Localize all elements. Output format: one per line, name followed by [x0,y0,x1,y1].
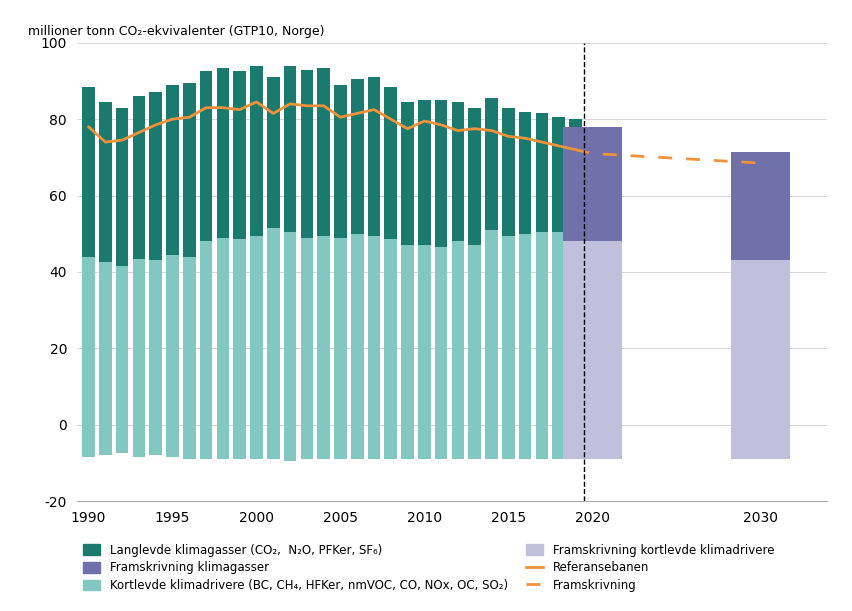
Bar [267,228,279,459]
Bar [250,236,262,459]
Bar [233,240,245,459]
Bar [350,79,363,233]
Bar [730,260,789,459]
Bar [367,77,380,236]
Bar [518,233,531,459]
Bar [99,102,112,262]
Bar [334,238,346,459]
Bar [116,108,129,266]
Bar [199,71,212,241]
Bar [183,83,195,257]
Bar [730,152,789,260]
Bar [384,240,397,459]
Bar [568,233,581,459]
Bar [82,87,95,257]
Bar [417,245,430,459]
Bar [132,258,145,457]
Bar [535,232,548,459]
Bar [284,232,296,461]
Bar [334,85,346,238]
Bar [284,65,296,232]
Bar [149,92,162,260]
Bar [199,241,212,459]
Bar [149,260,162,455]
Bar [502,236,514,459]
Bar [518,111,531,233]
Bar [99,262,112,455]
Bar [300,70,313,238]
Bar [384,87,397,240]
Bar [350,233,363,459]
Bar [435,247,447,459]
Bar [535,114,548,232]
Bar [502,108,514,236]
Bar [82,257,95,457]
Bar [317,68,330,236]
Bar [216,68,229,238]
Bar [468,245,481,459]
Bar [233,71,245,240]
Bar [216,238,229,459]
Bar [552,117,564,232]
Text: millioner tonn CO₂-ekvivalenter (GTP10, Norge): millioner tonn CO₂-ekvivalenter (GTP10, … [28,25,324,38]
Bar [183,257,195,459]
Bar [400,102,413,245]
Bar [562,241,621,459]
Bar [166,85,179,255]
Bar [552,232,564,459]
Legend: Langlevde klimagasser (CO₂,  N₂O, PFKer, SF₆), Framskrivning klimagasser, Kortle: Langlevde klimagasser (CO₂, N₂O, PFKer, … [83,544,774,592]
Bar [317,236,330,459]
Bar [568,119,581,233]
Bar [452,102,463,241]
Bar [485,230,498,459]
Bar [435,100,447,247]
Bar [468,108,481,245]
Bar [485,98,498,230]
Bar [166,255,179,457]
Bar [367,236,380,459]
Bar [116,266,129,453]
Bar [267,77,279,228]
Bar [132,96,145,258]
Bar [400,245,413,459]
Bar [300,238,313,459]
Bar [250,65,262,236]
Bar [452,241,463,459]
Bar [562,126,621,241]
Bar [417,100,430,245]
